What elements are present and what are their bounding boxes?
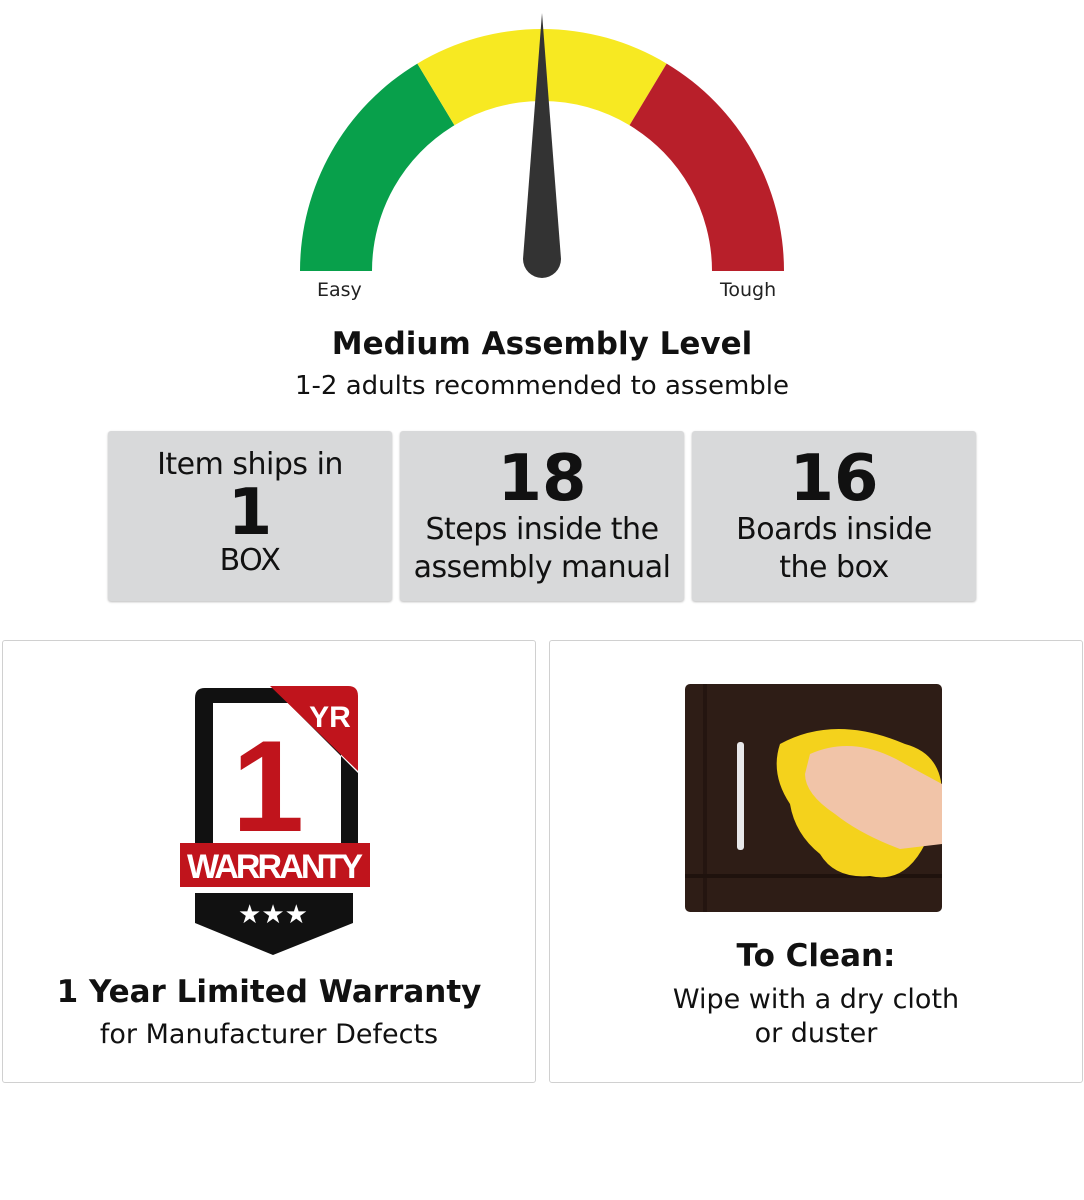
- stat-label-2: the box: [779, 550, 889, 585]
- stat-value: 1: [227, 476, 273, 550]
- stat-box-boxes: Item ships in 1 BOX: [108, 431, 392, 601]
- warranty-badge-icon: YR 1 WARRANTY ★★★: [180, 686, 370, 955]
- stat-box-steps: 18 Steps inside the assembly manual: [400, 431, 684, 601]
- stat-label: BOX: [219, 543, 281, 578]
- badge-word: WARRANTY: [187, 848, 363, 886]
- gauge-easy-label: Easy: [317, 279, 362, 301]
- cleaning-title: To Clean:: [736, 938, 896, 974]
- stat-value: 18: [497, 442, 587, 516]
- stat-label-2: assembly manual: [413, 550, 671, 585]
- stat-value: 16: [789, 442, 879, 516]
- assembly-level-title: Medium Assembly Level: [331, 326, 753, 362]
- stat-label: Steps inside the: [425, 512, 659, 547]
- assembly-gauge: [300, 13, 784, 278]
- cleaning-photo: [685, 684, 942, 912]
- stat-label: Boards inside: [736, 512, 932, 547]
- gauge-segment-easy: [300, 63, 455, 271]
- stat-pre: Item ships in: [157, 447, 343, 482]
- gauge-tough-label: Tough: [720, 279, 777, 301]
- stat-box-boards: 16 Boards inside the box: [692, 431, 976, 601]
- assembly-level-subtitle: 1-2 adults recommended to assemble: [294, 371, 790, 401]
- warranty-card: YR 1 WARRANTY ★★★ 1 Year Limited Warrant…: [2, 640, 536, 1083]
- svg-text:★★★: ★★★: [238, 900, 308, 930]
- cleaning-card: To Clean: Wipe with a dry cloth or duste…: [549, 640, 1083, 1083]
- gauge-segment-tough: [629, 63, 784, 271]
- badge-number: 1: [232, 713, 304, 859]
- gauge-needle: [523, 13, 561, 278]
- cleaning-line-2: or duster: [754, 1018, 878, 1049]
- warranty-title: 1 Year Limited Warranty: [56, 974, 482, 1010]
- cleaning-line-1: Wipe with a dry cloth: [672, 984, 960, 1015]
- warranty-subtitle: for Manufacturer Defects: [99, 1019, 439, 1050]
- badge-unit: YR: [309, 701, 351, 734]
